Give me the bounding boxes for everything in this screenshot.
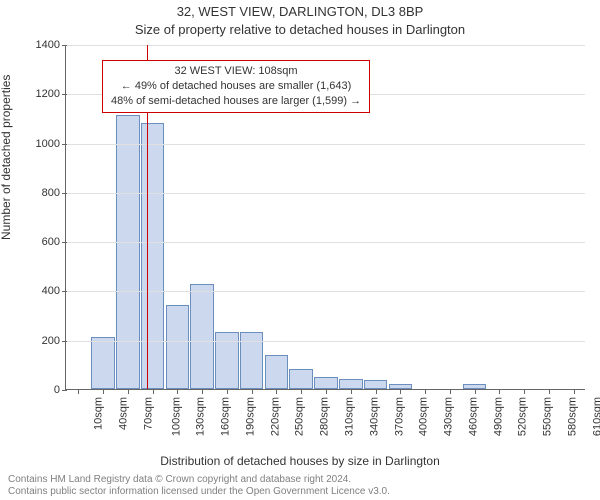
x-tick-label: 220sqm bbox=[269, 389, 281, 436]
chart-container: 32, WEST VIEW, DARLINGTON, DL3 8BP Size … bbox=[0, 0, 600, 500]
footer-line1: Contains HM Land Registry data © Crown c… bbox=[8, 474, 390, 486]
x-tick-mark bbox=[425, 389, 426, 394]
plot-area: 020040060080010001200140010sqm40sqm70sqm… bbox=[65, 45, 585, 390]
bar bbox=[364, 380, 388, 389]
y-tick-label: 600 bbox=[42, 236, 66, 248]
x-tick-mark bbox=[376, 389, 377, 394]
x-tick-mark bbox=[351, 389, 352, 394]
gridline bbox=[66, 242, 585, 243]
x-tick-mark bbox=[549, 389, 550, 394]
bar bbox=[190, 284, 214, 389]
x-tick-label: 460sqm bbox=[467, 389, 479, 436]
y-tick-label: 1400 bbox=[36, 39, 66, 51]
x-tick-label: 520sqm bbox=[517, 389, 529, 436]
x-tick-mark bbox=[202, 389, 203, 394]
chart-title-line1: 32, WEST VIEW, DARLINGTON, DL3 8BP bbox=[0, 4, 600, 19]
gridline bbox=[66, 193, 585, 194]
footer-attribution: Contains HM Land Registry data © Crown c… bbox=[8, 474, 390, 498]
y-tick-label: 1000 bbox=[36, 138, 66, 150]
bar bbox=[339, 379, 363, 389]
gridline bbox=[66, 45, 585, 46]
marker-callout: 32 WEST VIEW: 108sqm← 49% of detached ho… bbox=[102, 60, 370, 113]
bar bbox=[289, 369, 313, 389]
x-tick-label: 160sqm bbox=[220, 389, 232, 436]
x-tick-mark bbox=[475, 389, 476, 394]
bar bbox=[116, 115, 140, 389]
x-tick-label: 250sqm bbox=[294, 389, 306, 436]
x-tick-label: 580sqm bbox=[566, 389, 578, 436]
x-tick-label: 10sqm bbox=[93, 389, 105, 430]
x-tick-label: 190sqm bbox=[245, 389, 257, 436]
y-tick-label: 0 bbox=[54, 384, 66, 396]
bar bbox=[265, 355, 289, 390]
x-tick-mark bbox=[78, 389, 79, 394]
x-tick-mark bbox=[252, 389, 253, 394]
x-tick-label: 130sqm bbox=[195, 389, 207, 436]
x-tick-mark bbox=[227, 389, 228, 394]
x-tick-mark bbox=[153, 389, 154, 394]
footer-line2: Contains public sector information licen… bbox=[8, 486, 390, 498]
x-tick-mark bbox=[103, 389, 104, 394]
y-tick-label: 200 bbox=[42, 335, 66, 347]
callout-line1: 32 WEST VIEW: 108sqm bbox=[111, 64, 361, 79]
bar bbox=[91, 337, 115, 389]
bar bbox=[141, 123, 165, 389]
x-tick-label: 610sqm bbox=[591, 389, 600, 436]
bar bbox=[166, 305, 190, 389]
x-axis-label: Distribution of detached houses by size … bbox=[0, 454, 600, 468]
y-axis-label: Number of detached properties bbox=[0, 75, 13, 240]
x-tick-mark bbox=[450, 389, 451, 394]
x-tick-label: 280sqm bbox=[319, 389, 331, 436]
x-tick-label: 40sqm bbox=[118, 389, 130, 430]
x-tick-mark bbox=[574, 389, 575, 394]
gridline bbox=[66, 291, 585, 292]
x-tick-mark bbox=[524, 389, 525, 394]
x-tick-mark bbox=[301, 389, 302, 394]
x-tick-mark bbox=[400, 389, 401, 394]
x-tick-label: 430sqm bbox=[443, 389, 455, 436]
x-tick-label: 70sqm bbox=[142, 389, 154, 430]
x-tick-label: 400sqm bbox=[418, 389, 430, 436]
x-tick-label: 550sqm bbox=[542, 389, 554, 436]
x-tick-label: 310sqm bbox=[344, 389, 356, 436]
x-tick-mark bbox=[499, 389, 500, 394]
y-tick-label: 400 bbox=[42, 285, 66, 297]
x-tick-label: 490sqm bbox=[492, 389, 504, 436]
chart-title-line2: Size of property relative to detached ho… bbox=[0, 22, 600, 37]
callout-line2: ← 49% of detached houses are smaller (1,… bbox=[111, 79, 361, 94]
y-tick-label: 1200 bbox=[36, 88, 66, 100]
x-tick-mark bbox=[276, 389, 277, 394]
y-tick-label: 800 bbox=[42, 187, 66, 199]
x-tick-mark bbox=[326, 389, 327, 394]
x-tick-mark bbox=[128, 389, 129, 394]
callout-line3: 48% of semi-detached houses are larger (… bbox=[111, 94, 361, 109]
x-tick-label: 100sqm bbox=[170, 389, 182, 436]
x-tick-mark bbox=[177, 389, 178, 394]
x-tick-label: 340sqm bbox=[368, 389, 380, 436]
x-tick-label: 370sqm bbox=[393, 389, 405, 436]
bar bbox=[314, 377, 338, 389]
gridline bbox=[66, 341, 585, 342]
gridline bbox=[66, 144, 585, 145]
